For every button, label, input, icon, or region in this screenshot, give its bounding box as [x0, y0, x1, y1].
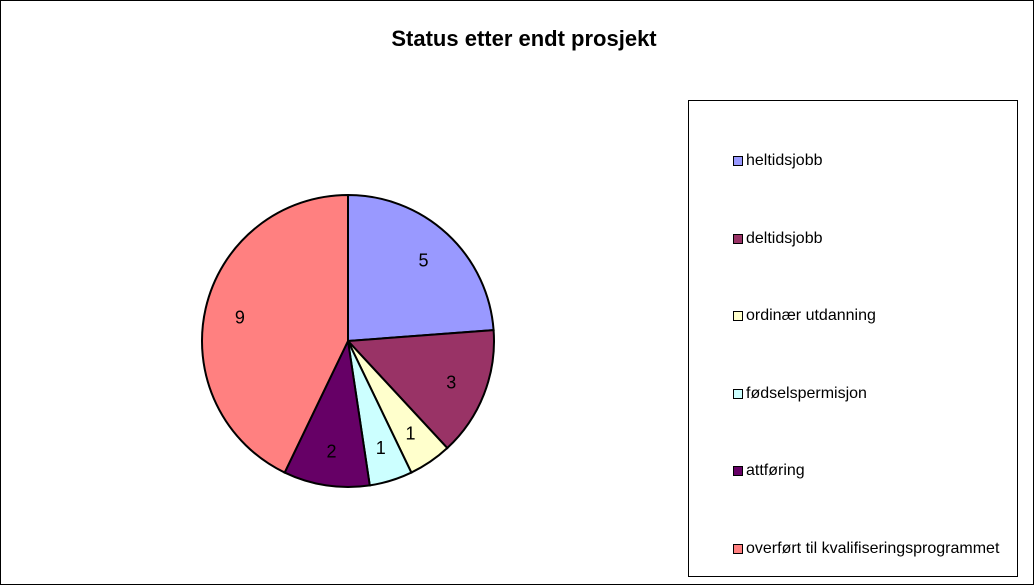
pie-slice: [347, 193, 495, 343]
legend-swatch: [733, 156, 743, 166]
legend-swatch: [733, 388, 743, 399]
data-label: 3: [446, 373, 456, 393]
data-label: 2: [326, 442, 336, 462]
data-label: 9: [235, 307, 245, 327]
legend-item: fødselspermisjon: [733, 384, 1003, 403]
pie-slice: [283, 337, 371, 488]
legend-item: heltidsjobb: [733, 151, 1003, 170]
chart-title: Status etter endt prosjekt: [391, 26, 657, 51]
legend-item: attføring: [733, 461, 1003, 480]
legend-label: fødselspermisjon: [746, 384, 867, 402]
legend-label: overført til kvalifiseringsprogrammet: [746, 539, 1000, 557]
data-label: 1: [405, 424, 415, 444]
legend-item: ordinær utdanning: [733, 306, 1003, 325]
legend-swatch: [733, 311, 743, 321]
legend-swatch: [733, 233, 743, 244]
legend-label: attføring: [746, 462, 805, 479]
data-label: 5: [418, 251, 428, 271]
legend-label: deltidsjobb: [746, 229, 823, 247]
legend-item: deltidsjobb: [733, 229, 1003, 248]
legend-label: ordinær utdanning: [746, 307, 876, 324]
legend-item: overført til kvalifiseringsprogrammet: [733, 539, 1003, 558]
legend-swatch: [733, 466, 743, 476]
legend-swatch: [733, 543, 743, 554]
pie-slice: [345, 329, 495, 450]
data-label: 1: [376, 438, 386, 458]
legend-label: heltidsjobb: [746, 152, 823, 169]
pie-slice: [201, 193, 349, 474]
legend: heltidsjobb deltidsjobb ordinær utdanning f…: [688, 100, 1018, 577]
